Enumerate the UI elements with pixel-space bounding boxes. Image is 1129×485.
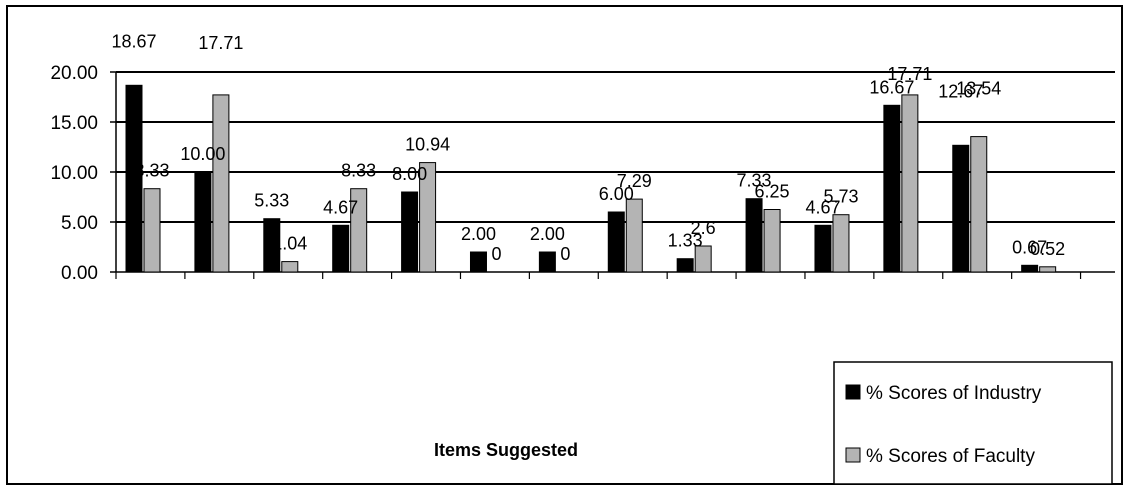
data-label: 0 bbox=[491, 244, 501, 264]
bar-industry bbox=[538, 251, 556, 273]
y-tick-label: 20.00 bbox=[50, 63, 98, 84]
data-label: 5.73 bbox=[823, 187, 858, 207]
data-label: 10.00 bbox=[180, 144, 225, 164]
data-label: 2.6 bbox=[691, 218, 716, 238]
bar-faculty bbox=[694, 245, 712, 273]
bar-industry bbox=[814, 224, 832, 273]
data-label: 10.94 bbox=[405, 135, 450, 155]
data-label: 8.00 bbox=[392, 164, 427, 184]
bar-faculty bbox=[1039, 266, 1057, 273]
bar-industry bbox=[1021, 264, 1039, 273]
data-label: 12.67 bbox=[938, 81, 983, 101]
legend-swatch bbox=[845, 384, 861, 400]
data-label: 13.54 bbox=[956, 79, 1001, 99]
bar-faculty bbox=[901, 94, 919, 273]
bar-industry bbox=[194, 171, 212, 273]
y-tick-label: 5.00 bbox=[61, 213, 98, 234]
bar-faculty bbox=[419, 162, 437, 273]
bar-industry bbox=[745, 198, 763, 273]
bar-industry bbox=[676, 258, 694, 273]
data-label: 6.00 bbox=[599, 184, 634, 204]
legend-swatch bbox=[845, 447, 861, 463]
data-labels: 18.67 10.00 5.33 4.67 8.00 2.00 2.00 6.00 1.33 7.… bbox=[111, 31, 1065, 264]
legend: % Scores of Industry % Scores of Faculty bbox=[833, 361, 1113, 485]
bar-faculty bbox=[143, 188, 161, 273]
data-label: 18.67 bbox=[111, 31, 156, 51]
data-label: 4.67 bbox=[805, 197, 840, 217]
bars bbox=[125, 84, 1057, 273]
bar-faculty bbox=[970, 136, 988, 273]
legend-label: % Scores of Industry bbox=[866, 383, 1042, 404]
data-label: 2.00 bbox=[461, 224, 496, 244]
bar-industry bbox=[263, 218, 281, 273]
legend-label: % Scores of Faculty bbox=[866, 446, 1035, 467]
bar-industry bbox=[125, 84, 143, 273]
data-label: 1.33 bbox=[668, 231, 703, 251]
bar-faculty bbox=[281, 261, 299, 273]
data-label: 5.33 bbox=[254, 191, 289, 211]
data-label: 8.33 bbox=[134, 161, 169, 181]
data-label: 6.25 bbox=[755, 182, 790, 202]
data-label: 17.71 bbox=[198, 33, 243, 53]
data-label: 8.33 bbox=[341, 161, 376, 181]
bar-faculty bbox=[212, 94, 230, 273]
data-label: 1.04 bbox=[272, 234, 307, 254]
data-label: 0.67 bbox=[1012, 237, 1047, 257]
bar-industry bbox=[883, 104, 901, 273]
bar-industry bbox=[401, 191, 419, 273]
data-label: 17.71 bbox=[887, 64, 932, 84]
y-tick-labels: 0.00 5.00 10.00 15.00 20.00 bbox=[50, 63, 98, 284]
y-tick-label: 0.00 bbox=[61, 263, 98, 284]
bar-faculty bbox=[832, 214, 850, 273]
bar-industry bbox=[332, 224, 350, 273]
x-axis-title: Items Suggested bbox=[434, 440, 578, 460]
data-label: 0 bbox=[560, 244, 570, 264]
data-label: 2.00 bbox=[530, 224, 565, 244]
bar-faculty bbox=[763, 209, 781, 273]
legend-box bbox=[833, 361, 1113, 485]
bar-industry bbox=[469, 251, 487, 273]
data-label: 7.33 bbox=[737, 171, 772, 191]
bar-industry bbox=[607, 211, 625, 273]
data-label: 7.29 bbox=[617, 171, 652, 191]
y-tick-label: 15.00 bbox=[50, 113, 98, 134]
bar-industry bbox=[952, 144, 970, 273]
bar-faculty bbox=[625, 198, 643, 273]
data-label: 0.52 bbox=[1030, 239, 1065, 259]
y-tick-label: 10.00 bbox=[50, 163, 98, 184]
data-label: 4.67 bbox=[323, 197, 358, 217]
data-label: 16.67 bbox=[869, 77, 914, 97]
bar-faculty bbox=[350, 188, 368, 273]
